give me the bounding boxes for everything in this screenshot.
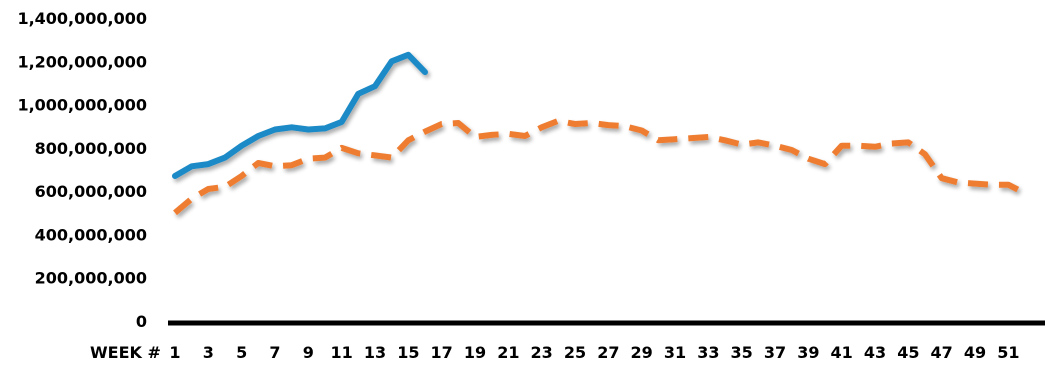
x-tick-label: 39 xyxy=(797,343,819,362)
x-tick-label: 1 xyxy=(169,343,180,362)
x-tick-label: 27 xyxy=(597,343,619,362)
x-tick-label: 19 xyxy=(464,343,486,362)
series-layer xyxy=(172,51,1027,216)
x-tick-label: 31 xyxy=(664,343,686,362)
x-tick-label: 9 xyxy=(303,343,314,362)
x-tick-label: 7 xyxy=(269,343,280,362)
y-axis-tick-labels: 0 200,000,000 400,000,000 600,000,000 800,00… xyxy=(17,9,147,331)
y-tick-label: 800,000,000 xyxy=(35,139,147,158)
y-tick-label: 400,000,000 xyxy=(35,225,147,244)
y-tick-label: 600,000,000 xyxy=(35,182,147,201)
x-tick-label: 47 xyxy=(931,343,953,362)
x-axis-label: WEEK # xyxy=(90,343,161,362)
x-tick-label: 25 xyxy=(564,343,586,362)
x-tick-label: 33 xyxy=(697,343,719,362)
x-tick-label: 5 xyxy=(236,343,247,362)
x-tick-label: 45 xyxy=(897,343,919,362)
x-tick-label: 43 xyxy=(864,343,886,362)
x-tick-label: 41 xyxy=(831,343,853,362)
x-tick-label: 35 xyxy=(731,343,753,362)
y-tick-label: 0 xyxy=(136,312,147,331)
y-tick-label: 200,000,000 xyxy=(35,269,147,288)
y-tick-label: 1,000,000,000 xyxy=(17,96,147,115)
x-tick-label: 3 xyxy=(203,343,214,362)
x-tick-label: 13 xyxy=(364,343,386,362)
y-tick-label: 1,400,000,000 xyxy=(17,9,147,28)
x-tick-label: 11 xyxy=(331,343,353,362)
x-tick-label: 21 xyxy=(497,343,519,362)
x-tick-label: 15 xyxy=(397,343,419,362)
x-tick-label: 49 xyxy=(964,343,986,362)
x-axis-tick-labels: 1 3 5 7 9 11 13 15 17 19 21 23 25 27 29 31 33 35 37 39 41 43 4… xyxy=(169,343,1019,362)
series-line-dashed xyxy=(173,117,1027,216)
x-tick-label: 29 xyxy=(631,343,653,362)
x-tick-label: 23 xyxy=(531,343,553,362)
x-tick-label: 37 xyxy=(764,343,786,362)
y-tick-label: 1,200,000,000 xyxy=(17,52,147,71)
series-line-solid xyxy=(172,51,428,179)
x-tick-label: 51 xyxy=(997,343,1019,362)
x-tick-label: 17 xyxy=(431,343,453,362)
